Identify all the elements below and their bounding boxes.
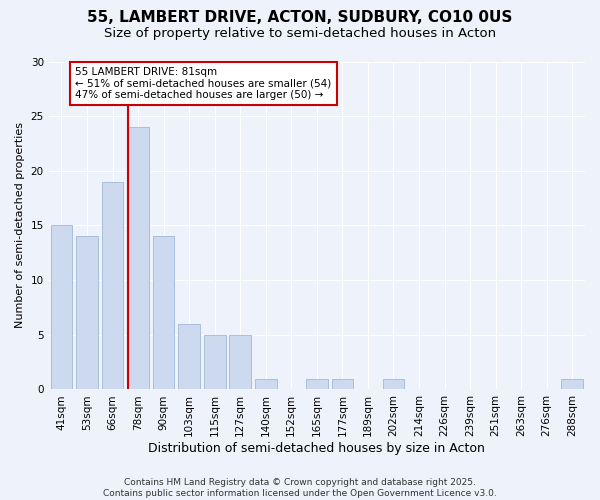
Bar [332,378,353,390]
Bar [255,378,277,390]
Bar [127,127,149,390]
Text: Contains HM Land Registry data © Crown copyright and database right 2025.
Contai: Contains HM Land Registry data © Crown c… [103,478,497,498]
Bar [101,182,124,390]
Text: Size of property relative to semi-detached houses in Acton: Size of property relative to semi-detach… [104,28,496,40]
Bar [178,324,200,390]
Y-axis label: Number of semi-detached properties: Number of semi-detached properties [15,122,25,328]
Bar [562,378,583,390]
Text: 55, LAMBERT DRIVE, ACTON, SUDBURY, CO10 0US: 55, LAMBERT DRIVE, ACTON, SUDBURY, CO10 … [88,10,512,25]
Bar [50,226,72,390]
Bar [204,335,226,390]
X-axis label: Distribution of semi-detached houses by size in Acton: Distribution of semi-detached houses by … [148,442,485,455]
Bar [229,335,251,390]
Bar [306,378,328,390]
Bar [76,236,98,390]
Bar [153,236,175,390]
Bar [383,378,404,390]
Text: 55 LAMBERT DRIVE: 81sqm
← 51% of semi-detached houses are smaller (54)
47% of se: 55 LAMBERT DRIVE: 81sqm ← 51% of semi-de… [76,67,332,100]
